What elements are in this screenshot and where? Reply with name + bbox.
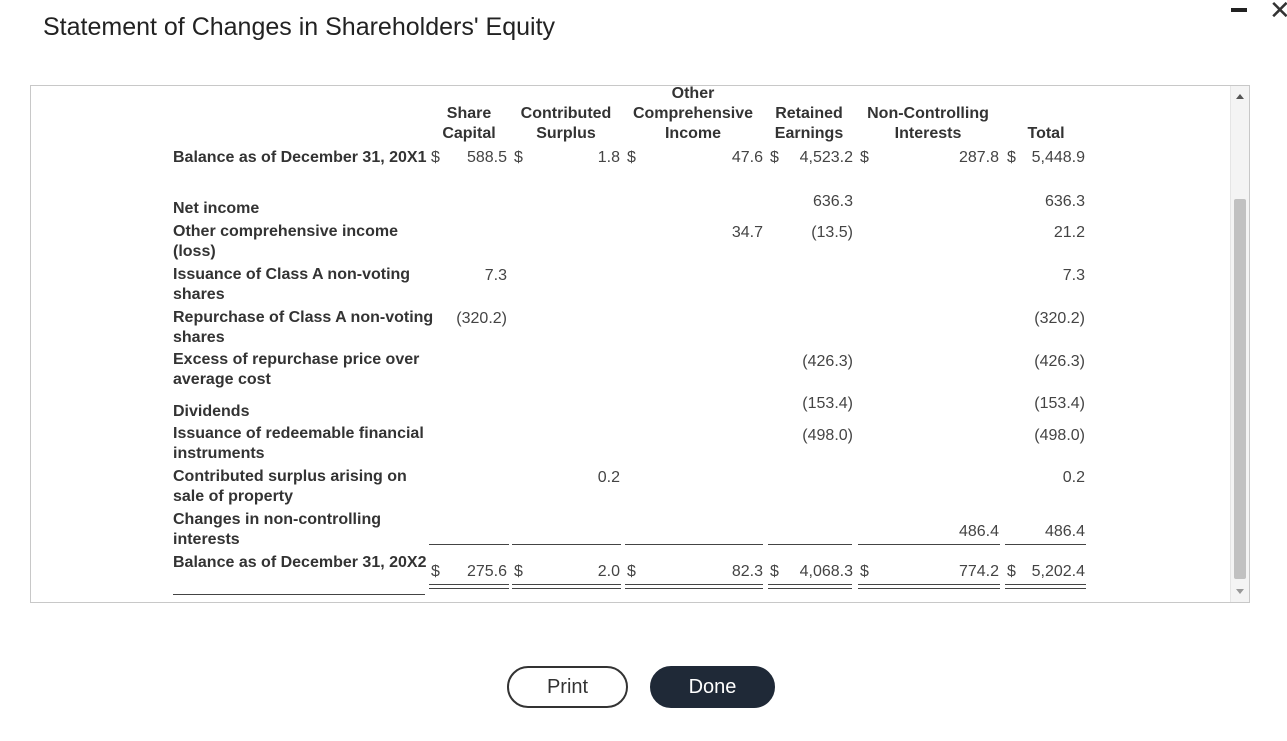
cell-value: 21.2 (1053, 224, 1085, 241)
header-total: Total (1027, 125, 1065, 142)
row-label-oci: Other comprehensive income (loss) (173, 223, 398, 260)
cell-value: (498.0) (802, 427, 853, 444)
header-oci-2: Comprehensive (632, 105, 754, 122)
cell-value: 1.8 (597, 149, 620, 166)
cell-value: 4,068.3 (799, 563, 853, 580)
cell-value: 275.6 (466, 563, 507, 580)
cell-value: (426.3) (802, 353, 853, 370)
cell-value: (153.4) (802, 395, 853, 412)
header-nci-1: Non-Controlling (867, 105, 989, 122)
scroll-down-icon[interactable] (1236, 589, 1244, 594)
done-button[interactable]: Done (650, 666, 775, 708)
cell-value: 636.3 (812, 193, 853, 210)
cell-value: 636.3 (1044, 193, 1085, 210)
cell-value: 47.6 (731, 149, 763, 166)
row-label-closing-balance: Balance as of December 31, 20X2 (173, 554, 427, 571)
vertical-scrollbar[interactable] (1230, 86, 1249, 602)
header-retained-earnings-1: Retained (775, 105, 843, 122)
cell-value: (320.2) (456, 310, 507, 327)
row-label-redeemable-instruments: Issuance of redeemable financial instrum… (173, 425, 424, 462)
cell-value: (153.4) (1034, 395, 1085, 412)
total-double-line (858, 584, 1000, 589)
print-button[interactable]: Print (507, 666, 628, 708)
row-label-repurchase-class-a: Repurchase of Class A non-voting shares (173, 309, 434, 346)
cell-value: 34.7 (731, 224, 763, 241)
row-label-dividends: Dividends (173, 403, 250, 420)
cell-value: 287.8 (958, 149, 999, 166)
header-share-capital-1: Share (446, 105, 492, 122)
total-double-line (768, 584, 852, 589)
currency-symbol: $ (1007, 149, 1016, 166)
row-label-changes-nci: Changes in non-controlling interests (173, 511, 381, 548)
label-underline (173, 594, 425, 595)
total-double-line (429, 584, 509, 589)
subtotal-line (429, 544, 509, 545)
cell-value: (13.5) (811, 224, 853, 241)
row-label-contributed-surplus-property: Contributed surplus arising on sale of p… (173, 468, 407, 505)
subtotal-line (768, 544, 852, 545)
cell-value: 486.4 (958, 523, 999, 540)
currency-symbol: $ (431, 563, 440, 580)
header-retained-earnings-2: Earnings (774, 125, 844, 142)
cell-value: 486.4 (1044, 523, 1085, 540)
subtotal-line (1005, 544, 1086, 545)
currency-symbol: $ (1007, 563, 1016, 580)
statement-panel[interactable]: Share Capital Contributed Surplus Other … (30, 85, 1250, 603)
currency-symbol: $ (627, 149, 636, 166)
row-label-net-income: Net income (173, 200, 260, 217)
header-oci-1: Other (671, 85, 715, 102)
cell-value: 5,448.9 (1031, 149, 1085, 166)
cell-value: 2.0 (597, 563, 620, 580)
cell-value: 4,523.2 (799, 149, 853, 166)
header-nci-2: Interests (894, 125, 962, 142)
currency-symbol: $ (514, 563, 523, 580)
cell-value: 82.3 (731, 563, 763, 580)
cell-value: (426.3) (1034, 353, 1085, 370)
cell-value: 588.5 (466, 149, 507, 166)
subtotal-line (858, 544, 1000, 545)
currency-symbol: $ (770, 149, 779, 166)
currency-symbol: $ (860, 563, 869, 580)
row-label-issuance-class-a: Issuance of Class A non-voting shares (173, 266, 411, 303)
total-double-line (512, 584, 621, 589)
header-contributed-surplus-1: Contributed (520, 105, 612, 122)
cell-value: 0.2 (597, 469, 620, 486)
currency-symbol: $ (770, 563, 779, 580)
row-label-opening-balance: Balance as of December 31, 20X1 (173, 149, 427, 166)
total-double-line (625, 584, 763, 589)
cell-value: (320.2) (1034, 310, 1085, 327)
total-double-line (1005, 584, 1086, 589)
header-oci-3: Income (664, 125, 721, 142)
cell-value: 774.2 (958, 563, 999, 580)
subtotal-line (512, 544, 621, 545)
close-icon[interactable]: ✕ (1269, 0, 1287, 25)
header-share-capital-2: Capital (442, 125, 496, 142)
cell-value: 7.3 (1062, 267, 1085, 284)
page-title: Statement of Changes in Shareholders' Eq… (43, 13, 556, 41)
cell-value: 5,202.4 (1031, 563, 1085, 580)
cell-value: 0.2 (1062, 469, 1085, 486)
currency-symbol: $ (431, 149, 440, 166)
minimize-icon[interactable] (1231, 8, 1247, 12)
subtotal-line (625, 544, 763, 545)
currency-symbol: $ (860, 149, 869, 166)
currency-symbol: $ (514, 149, 523, 166)
scrollbar-thumb[interactable] (1234, 199, 1246, 579)
scroll-up-icon[interactable] (1236, 94, 1244, 99)
currency-symbol: $ (627, 563, 636, 580)
cell-value: (498.0) (1034, 427, 1085, 444)
header-contributed-surplus-2: Surplus (536, 125, 596, 142)
cell-value: 7.3 (484, 267, 507, 284)
row-label-excess-repurchase: Excess of repurchase price over average … (173, 351, 420, 388)
